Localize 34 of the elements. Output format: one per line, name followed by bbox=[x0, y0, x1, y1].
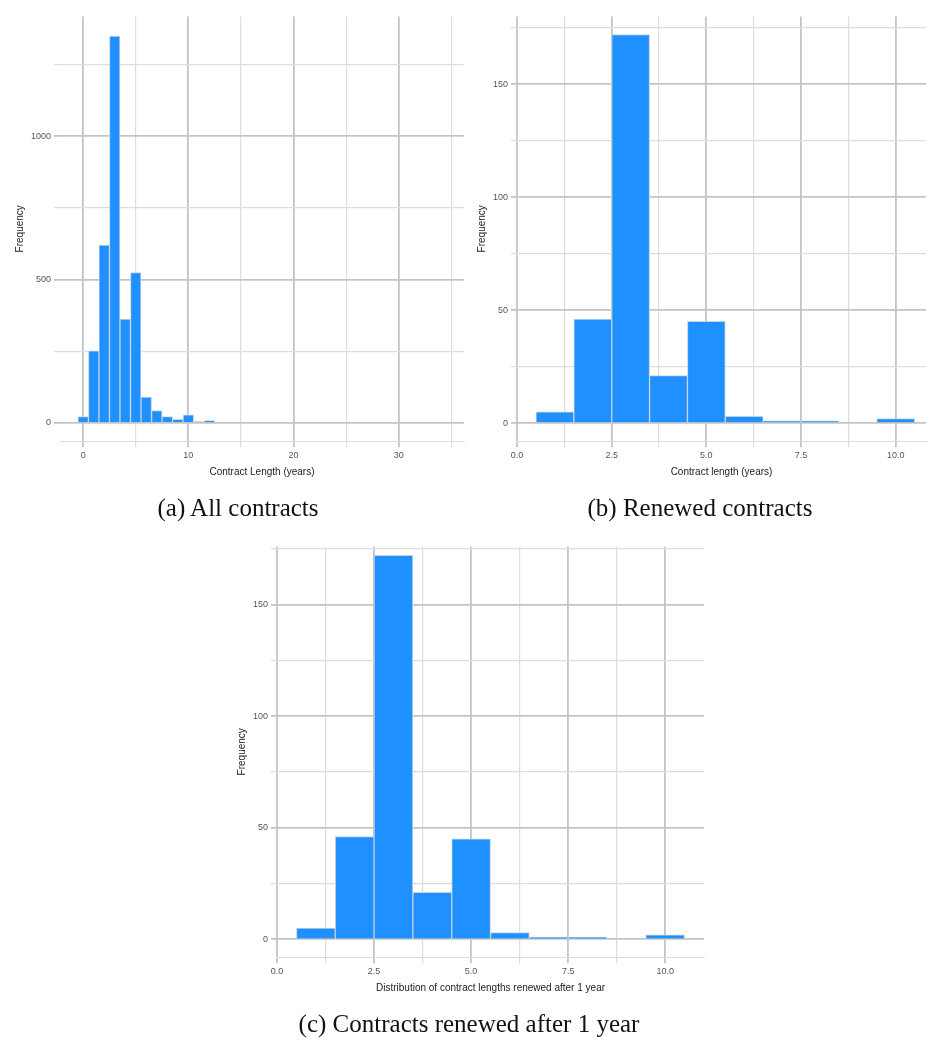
y-axis-title: Frequency bbox=[475, 205, 487, 253]
y-tick-label: 150 bbox=[492, 78, 509, 89]
text: (b) Renewed contracts bbox=[587, 493, 813, 522]
y-tick-label: 0 bbox=[263, 933, 269, 944]
x-tick-label: 0 bbox=[80, 450, 86, 461]
y-tick-label: 50 bbox=[258, 822, 269, 833]
x-tick-label: 10 bbox=[183, 450, 194, 461]
x-tick-label: 5.0 bbox=[700, 450, 713, 461]
text: (c) Contracts renewed after 1 year bbox=[298, 1009, 641, 1038]
x-tick-label: 7.5 bbox=[561, 966, 575, 977]
y-tick-label: 50 bbox=[498, 304, 509, 315]
x-tick-label: 0.0 bbox=[510, 450, 524, 461]
x-tick-label: 10.0 bbox=[886, 450, 905, 461]
y-tick-label: 0 bbox=[46, 417, 52, 428]
x-axis-title: Contract Length (years) bbox=[209, 465, 315, 477]
x-tick-label: 0.0 bbox=[270, 966, 284, 977]
y-tick-label: 0 bbox=[503, 417, 509, 428]
x-axis-title: Distribution of contract lengths renewed after 1 year bbox=[376, 981, 606, 993]
x-tick-label: 20 bbox=[288, 450, 299, 461]
x-tick-label: 5.0 bbox=[464, 966, 478, 977]
y-axis-title: Frequency bbox=[13, 205, 25, 253]
y-axis-title: Frequency bbox=[235, 728, 247, 776]
y-tick-label: 150 bbox=[252, 598, 269, 609]
y-tick-label: 100 bbox=[492, 191, 509, 202]
x-tick-label: 30 bbox=[393, 450, 404, 461]
x-tick-label: 2.5 bbox=[605, 450, 618, 461]
x-axis-title: Contract length (years) bbox=[670, 465, 773, 477]
y-tick-label: 1000 bbox=[30, 130, 52, 141]
x-tick-label: 10.0 bbox=[656, 966, 674, 977]
text: (a) All contracts bbox=[157, 493, 319, 522]
y-tick-label: 100 bbox=[252, 710, 269, 721]
x-tick-label: 7.5 bbox=[794, 450, 808, 461]
x-tick-label: 2.5 bbox=[367, 966, 381, 977]
y-tick-label: 500 bbox=[35, 274, 52, 285]
